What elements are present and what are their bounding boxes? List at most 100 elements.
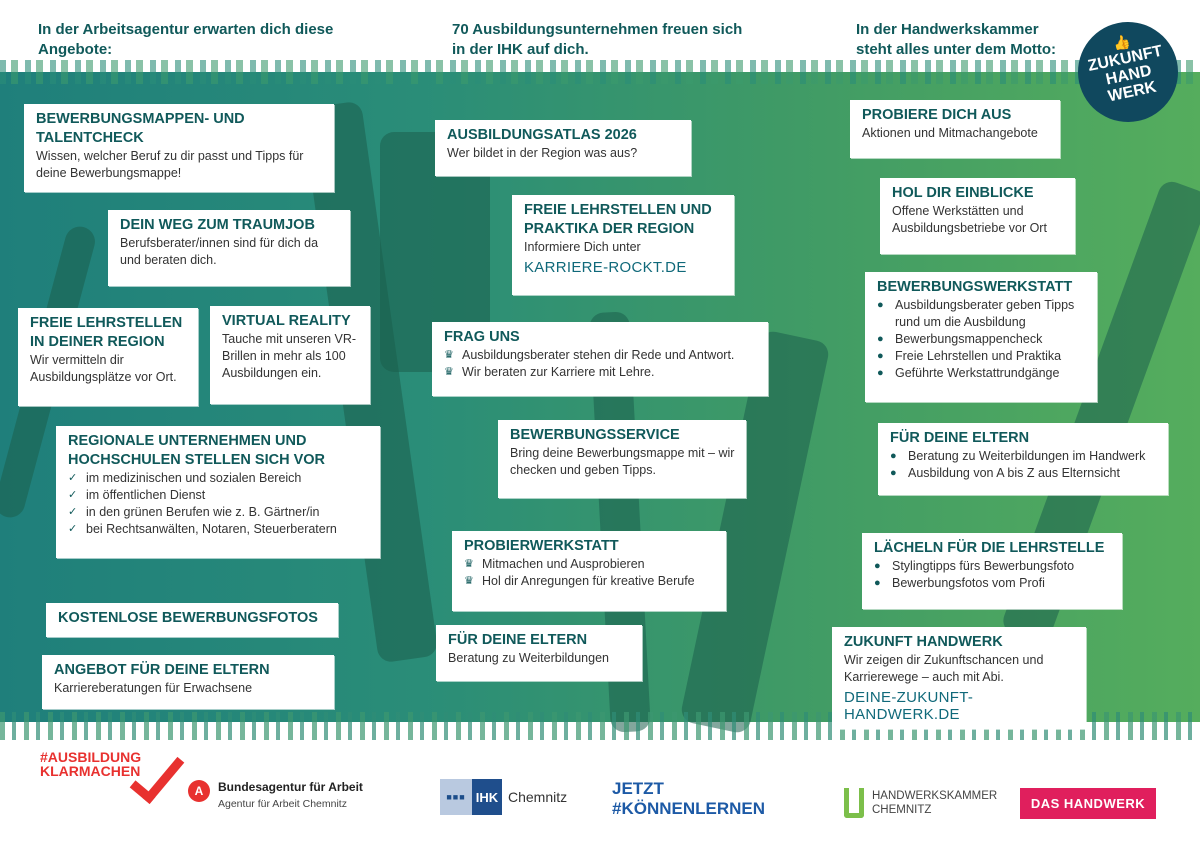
koennenlernen-logo: JETZT #KÖNNENLERNEN — [612, 779, 765, 819]
offer-box: HOL DIR EINBLICKE Offene Werkstätten und … — [880, 178, 1075, 254]
offer-title: FREIE LEHRSTELLEN IN DEINER REGION — [30, 315, 183, 350]
ba-sub: Agentur für Arbeit Chemnitz — [218, 798, 347, 810]
ausbildung-klarmachen-logo: #AUSBILDUNG KLARMACHEN — [40, 745, 185, 805]
offer-box: ANGEBOT FÜR DEINE ELTERN Karriereberatung… — [42, 655, 334, 709]
offer-box: VIRTUAL REALITY Tauche mit unseren VR-Bri… — [210, 306, 370, 404]
offer-box: DEIN WEG ZUM TRAUMJOB Berufsberater/innen… — [108, 210, 350, 286]
column-heading-handwerkskammer: In der Handwerkskammer steht alles unter… — [856, 21, 1057, 58]
list-item: ● Ausbildungsberater geben Tipps rund um … — [877, 297, 1087, 331]
list-item: ● Stylingtipps fürs Bewerbungsfoto — [874, 558, 1112, 575]
offer-title: HOL DIR EINBLICKE — [892, 185, 1034, 201]
logo-text: JETZT — [612, 779, 664, 798]
offer-title: KOSTENLOSE BEWERBUNGSFOTOS — [58, 610, 318, 626]
ihk-mark: IHK — [472, 779, 502, 815]
list-item: ✓ bei Rechtsanwälten, Notaren, Steuerbera… — [68, 521, 370, 538]
check-icon: ✓ — [68, 472, 78, 484]
offer-text: Offene Werkstätten und Ausbildungsbetrie… — [892, 204, 1047, 235]
ihk-squares-icon: ■■■ — [440, 779, 472, 815]
das-handwerk-logo: DAS HANDWERK — [1020, 788, 1156, 819]
offer-list: ● Stylingtipps fürs Bewerbungsfoto ● Bewerb… — [874, 558, 1112, 592]
offer-box: BEWERBUNGSWERKSTATT ● Ausbildungsberater g… — [865, 272, 1097, 402]
offer-list: ● Ausbildungsberater geben Tipps rund um … — [877, 297, 1087, 382]
list-item-text: Mitmachen und Ausprobieren — [482, 557, 645, 571]
dot-icon: ● — [877, 367, 884, 379]
crown-icon: ♛ — [444, 349, 454, 361]
offer-text: Informiere Dich unter — [524, 240, 641, 254]
list-item-text: Wir beraten zur Karriere mit Lehre. — [462, 365, 655, 379]
bundesagentur-logo: A Bundesagentur für Arbeit Agentur für Ar… — [188, 780, 363, 810]
list-item: ● Bewerbungsmappencheck — [877, 331, 1087, 348]
ba-emblem-icon: A — [188, 780, 210, 802]
offer-box: REGIONALE UNTERNEHMEN UND HOCHSCHULEN ST… — [56, 426, 380, 558]
offer-title: AUSBILDUNGSATLAS 2026 — [447, 127, 637, 143]
handwerkskammer-logo: HANDWERKSKAMMER CHEMNITZ — [844, 788, 997, 818]
offer-box: FREIE LEHRSTELLEN IN DEINER REGION Wir ve… — [18, 308, 198, 406]
check-icon: ✓ — [68, 489, 78, 501]
offer-box: FÜR DEINE ELTERN Beratung zu Weiterbildun… — [436, 625, 642, 681]
list-item: ♛ Ausbildungsberater stehen dir Rede und … — [444, 347, 758, 364]
offer-title: PROBIERE DICH AUS — [862, 107, 1012, 123]
offer-box: FRAG UNS ♛ Ausbildungsberater stehen dir R… — [432, 322, 768, 396]
list-item-text: Ausbildung von A bis Z aus Elternsicht — [908, 466, 1120, 480]
ihk-city: Chemnitz — [508, 789, 568, 805]
ihk-chemnitz-logo: ■■■ IHK Chemnitz — [440, 779, 567, 815]
list-item-text: Bewerbungsfotos vom Profi — [892, 576, 1045, 590]
column-heading-arbeitsagentur: In der Arbeitsagentur erwarten dich dies… — [38, 21, 334, 58]
dot-icon: ● — [877, 299, 884, 311]
list-item: ● Bewerbungsfotos vom Profi — [874, 575, 1112, 592]
list-item-text: Hol dir Anregungen für kreative Berufe — [482, 574, 695, 588]
offer-text: Wir vermitteln dir Ausbildungsplätze vor… — [30, 353, 177, 384]
list-item-text: bei Rechtsanwälten, Notaren, Steuerberat… — [86, 522, 337, 536]
list-item-text: in den grünen Berufen wie z. B. Gärtner/… — [86, 505, 320, 519]
list-item-text: Ausbildungsberater geben Tipps rund um d… — [895, 298, 1075, 329]
offer-text: Karriereberatungen für Erwachsene — [54, 681, 253, 695]
website-link[interactable]: KARRIERE-ROCKT.DE — [524, 259, 687, 276]
dot-icon: ● — [877, 350, 884, 362]
offer-title: ANGEBOT FÜR DEINE ELTERN — [54, 662, 270, 678]
offer-title: DEIN WEG ZUM TRAUMJOB — [120, 217, 315, 233]
list-item: ♛ Hol dir Anregungen für kreative Berufe — [464, 573, 716, 590]
logo-text: CHEMNITZ — [872, 804, 932, 816]
check-icon: ✓ — [68, 523, 78, 535]
offer-box: FREIE LEHRSTELLEN UND PRAKTIKA DER REGIO… — [512, 195, 734, 295]
offer-title: BEWERBUNGSMAPPEN- UND TALENTCHECK — [36, 111, 245, 146]
column-heading-ihk: 70 Ausbildungsunternehmen freuen sich in… — [452, 21, 743, 58]
crown-icon: ♛ — [464, 575, 474, 587]
offer-title: FÜR DEINE ELTERN — [890, 430, 1030, 446]
offer-text: Berufsberater/innen sind für dich da und… — [120, 236, 319, 267]
offer-text: Beratung zu Weiterbildungen — [448, 651, 609, 665]
list-item: ♛ Mitmachen und Ausprobieren — [464, 556, 716, 573]
list-item: ✓ in den grünen Berufen wie z. B. Gärtner… — [68, 504, 370, 521]
offer-title: ZUKUNFT HANDWERK — [844, 634, 1003, 650]
crown-icon: ♛ — [444, 366, 454, 378]
list-item-text: Freie Lehrstellen und Praktika — [895, 349, 1062, 363]
offer-title: VIRTUAL REALITY — [222, 313, 351, 329]
list-item-text: Ausbildungsberater stehen dir Rede und A… — [462, 348, 735, 362]
offer-title: LÄCHELN FÜR DIE LEHRSTELLE — [874, 540, 1105, 556]
crown-icon: ♛ — [464, 558, 474, 570]
offer-list: ♛ Ausbildungsberater stehen dir Rede und … — [444, 347, 758, 381]
list-item: ✓ im öffentlichen Dienst — [68, 487, 370, 504]
list-item: ✓ im medizinischen und sozialen Bereich — [68, 470, 370, 487]
dot-icon: ● — [874, 560, 881, 572]
offer-box: AUSBILDUNGSATLAS 2026 Wer bildet in der R… — [435, 120, 691, 176]
offer-title: BEWERBUNGSWERKSTATT — [877, 279, 1073, 295]
dot-icon: ● — [890, 467, 897, 479]
list-item: ● Ausbildung von A bis Z aus Elternsicht — [890, 465, 1158, 482]
list-item-text: im öffentlichen Dienst — [86, 488, 206, 502]
list-item-text: Geführte Werkstattrundgänge — [895, 366, 1060, 380]
offer-text: Wissen, welcher Beruf zu dir passt und T… — [36, 149, 304, 180]
list-item: ♛ Wir beraten zur Karriere mit Lehre. — [444, 364, 758, 381]
offer-text: Wer bildet in der Region was aus? — [447, 146, 638, 160]
logo-text: #AUSBILDUNG — [40, 749, 142, 765]
website-link[interactable]: DEINE-ZUKUNFT-HANDWERK.DE — [844, 689, 974, 723]
list-item: ● Geführte Werkstattrundgänge — [877, 365, 1087, 382]
offer-box: ZUKUNFT HANDWERK Wir zeigen dir Zukunftsc… — [832, 627, 1086, 729]
offer-box: FÜR DEINE ELTERN ● Beratung zu Weiterbildu… — [878, 423, 1168, 495]
offer-list: ✓ im medizinischen und sozialen Bereich ✓ i… — [68, 470, 370, 538]
offer-text: Bring deine Bewerbungsmappe mit – wir ch… — [510, 446, 735, 477]
offer-box: BEWERBUNGSMAPPEN- UND TALENTCHECK Wissen,… — [24, 104, 334, 192]
offer-box: BEWERBUNGSSERVICE Bring deine Bewerbungsm… — [498, 420, 746, 498]
offer-list: ♛ Mitmachen und Ausprobieren ♛ Hol dir Anre… — [464, 556, 716, 590]
logo-text: #KÖNNENLERNEN — [612, 799, 766, 818]
